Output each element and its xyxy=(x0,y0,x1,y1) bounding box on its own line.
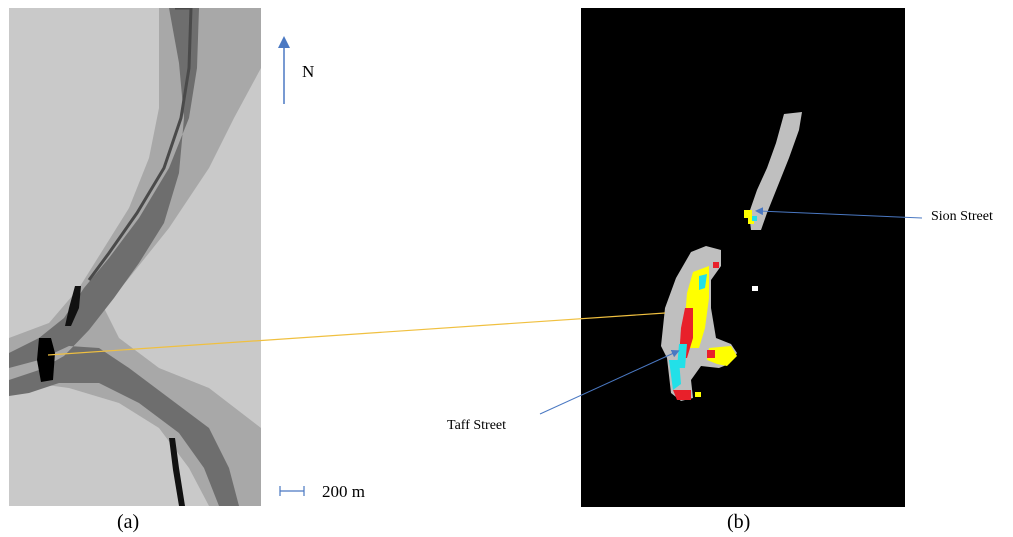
taff-red-cell xyxy=(713,262,719,268)
taff-cyan-strip xyxy=(677,344,687,368)
flood-classification-panel xyxy=(581,8,905,507)
classification-background xyxy=(581,8,905,507)
north-label: N xyxy=(302,62,315,81)
sion-yellow-cell xyxy=(744,210,752,218)
terrain-map-panel xyxy=(9,8,261,506)
taff-cyan-cell xyxy=(699,274,707,290)
sion-flood-zone xyxy=(749,112,802,230)
caption-b: (b) xyxy=(727,511,751,533)
taff-street-label: Taff Street xyxy=(447,418,507,433)
isolated-cell xyxy=(752,286,758,291)
river-channel xyxy=(9,8,239,506)
taff-yellow-cell xyxy=(695,392,701,397)
taff-callout-arrow xyxy=(539,350,680,415)
taff-cyan-south xyxy=(669,360,681,390)
sion-cyan-cell xyxy=(752,216,757,221)
scale-label: 200 m xyxy=(322,482,365,501)
sion-callout-arrow xyxy=(755,207,923,219)
sion-yellow-cell xyxy=(748,218,754,224)
flooded-area-north xyxy=(65,286,81,326)
flooded-area-taff xyxy=(37,338,55,382)
taff-red-cell xyxy=(707,350,715,358)
river-centerline xyxy=(87,8,193,281)
leader-line-orange xyxy=(47,312,666,356)
taff-red-south xyxy=(673,390,691,400)
sion-street-label: Sion Street xyxy=(931,209,993,224)
caption-a: (a) xyxy=(117,511,140,533)
flooded-area-south xyxy=(169,438,185,506)
